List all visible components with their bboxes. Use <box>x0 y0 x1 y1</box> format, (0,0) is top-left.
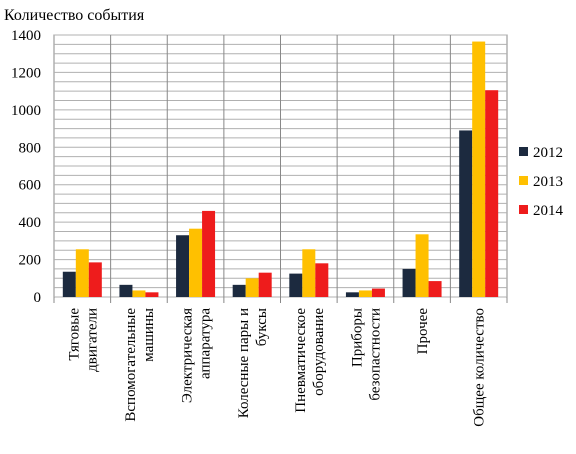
legend-label: 2014 <box>533 203 564 219</box>
y-tick-label: 1000 <box>11 103 41 119</box>
bar-2013-4 <box>302 249 316 297</box>
bar-2013-6 <box>415 234 429 297</box>
bar-2014-6 <box>428 281 442 297</box>
y-tick-label: 0 <box>34 290 42 306</box>
bar-2012-2 <box>176 235 190 297</box>
legend-label: 2012 <box>533 145 563 161</box>
x-tick-label: Прочее <box>415 308 431 355</box>
y-tick-label: 1400 <box>11 28 41 44</box>
bar-2012-1 <box>119 284 133 297</box>
legend-label: 2013 <box>533 174 563 190</box>
bar-2013-3 <box>245 278 259 297</box>
y-tick-label: 200 <box>19 253 42 269</box>
bar-2012-4 <box>289 273 303 297</box>
bar-2014-2 <box>202 210 216 297</box>
x-axis-ticks: Тяговые двигатели Вспомогательные машины Эле… <box>66 308 487 427</box>
y-tick-label: 400 <box>19 215 42 231</box>
x-tick-label: двигатели <box>84 308 100 372</box>
bar-2013-5 <box>358 290 372 297</box>
legend-swatch-2012 <box>519 147 528 156</box>
x-tick-label: буксы <box>254 308 270 346</box>
x-tick-label: Пневматическое <box>293 308 309 413</box>
x-tick-label: Колесные пары и <box>236 308 252 418</box>
bar-2013-0 <box>75 249 89 297</box>
bar-2013-2 <box>189 228 203 297</box>
x-tick-label: Приборы <box>349 308 365 367</box>
bar-2012-5 <box>345 292 359 297</box>
x-tick-label: машины <box>141 308 157 362</box>
bar-2012-7 <box>459 130 473 297</box>
x-tick-label: Электрическая <box>180 308 196 403</box>
x-tick-label: Вспомогательные <box>123 308 139 422</box>
bar-2014-5 <box>371 288 385 297</box>
y-tick-label: 800 <box>19 140 42 156</box>
bar-2012-3 <box>232 284 246 297</box>
x-tick-label: оборудование <box>311 308 327 396</box>
x-tick-label: аппаратура <box>198 308 214 379</box>
x-tick-label: безопастности <box>367 308 383 401</box>
bar-2012-0 <box>62 271 76 297</box>
y-tick-label: 600 <box>19 178 42 194</box>
bar-2014-7 <box>485 90 499 297</box>
bar-2014-0 <box>88 262 102 297</box>
y-axis-ticks: 0 200 400 600 800 1000 1200 1400 <box>11 28 41 306</box>
bar-2014-4 <box>315 263 329 297</box>
legend-swatch-2013 <box>519 176 528 185</box>
x-tick-label: Общее количество <box>472 308 488 427</box>
x-tick-label: Тяговые <box>66 308 82 361</box>
y-axis-label: Количество события <box>4 7 145 24</box>
bar-2014-3 <box>258 272 272 297</box>
y-tick-label: 1200 <box>11 65 41 81</box>
bar-2013-1 <box>132 290 146 297</box>
legend: 2012 2013 2014 <box>519 145 564 219</box>
bar-2012-6 <box>402 268 416 297</box>
bars <box>62 41 499 297</box>
legend-swatch-2014 <box>519 205 528 214</box>
bar-2013-7 <box>472 41 486 297</box>
bar-2014-1 <box>145 292 159 297</box>
